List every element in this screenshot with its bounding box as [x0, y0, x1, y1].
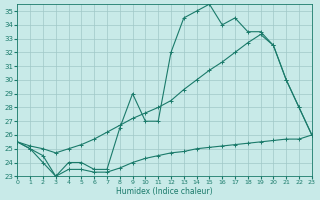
X-axis label: Humidex (Indice chaleur): Humidex (Indice chaleur) — [116, 187, 213, 196]
